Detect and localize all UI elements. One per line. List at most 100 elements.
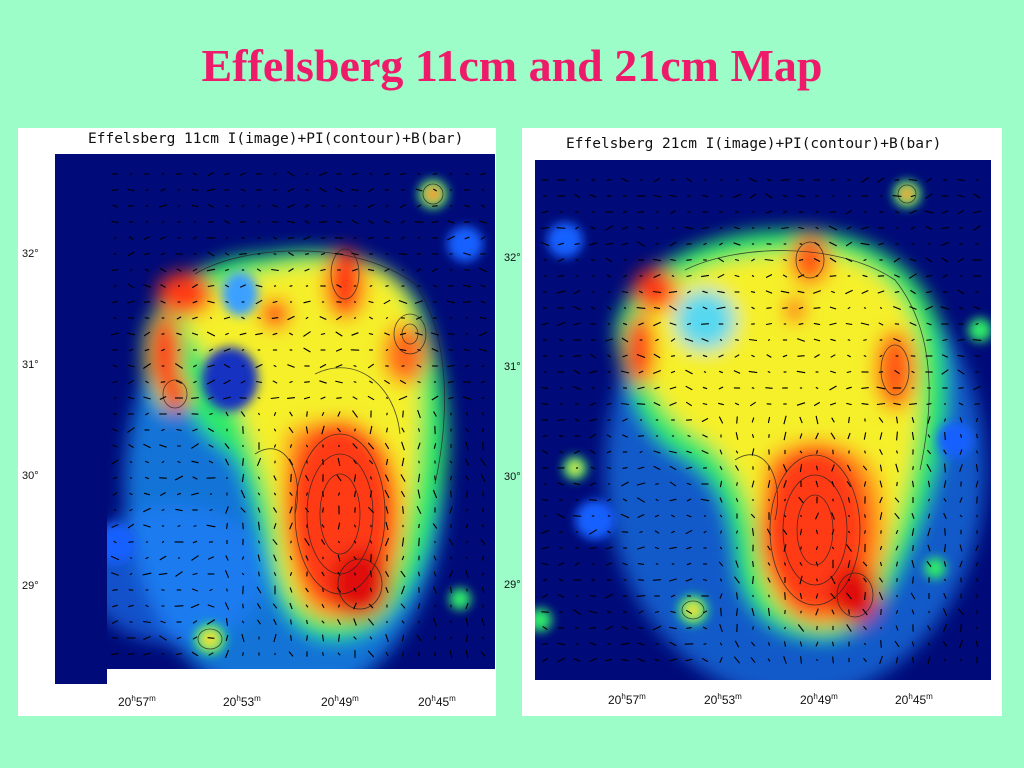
- polarization-bar: [734, 402, 740, 406]
- polarization-bar: [799, 592, 803, 600]
- polarization-bar: [464, 204, 470, 208]
- polarization-bar: [385, 570, 389, 578]
- polarization-bar: [543, 259, 547, 261]
- polarization-bar: [926, 560, 932, 568]
- polarization-bar: [369, 476, 373, 480]
- polarization-bar: [112, 444, 118, 448]
- polarization-bar: [927, 416, 931, 424]
- polarization-bar: [622, 210, 628, 214]
- polarization-bar: [128, 444, 134, 448]
- polarization-bar: [129, 621, 133, 623]
- polarization-bar: [400, 220, 406, 224]
- polarization-bar: [702, 578, 708, 582]
- polarization-bar: [206, 188, 216, 192]
- polarization-bar: [337, 571, 341, 577]
- polarization-bar: [606, 434, 612, 438]
- polarization-bar: [353, 618, 357, 626]
- polarization-bar: [895, 416, 899, 424]
- polarization-bar: [831, 529, 835, 535]
- polarization-bar: [290, 540, 292, 544]
- polarization-bar: [159, 444, 167, 448]
- polarization-bar: [671, 563, 675, 565]
- polarization-bar: [655, 242, 659, 246]
- polarization-bar: [478, 331, 488, 337]
- polarization-bar: [783, 498, 787, 502]
- polarization-bar: [192, 476, 198, 480]
- polarization-bar: [830, 370, 836, 374]
- polarization-bar: [686, 307, 692, 309]
- polarization-bar: [703, 530, 707, 534]
- polarization-bar: [591, 562, 595, 566]
- polarization-bar: [815, 210, 819, 214]
- polarization-bar: [719, 449, 723, 455]
- polarization-bar: [845, 241, 853, 247]
- polarization-bar: [240, 507, 246, 513]
- polarization-bar: [272, 507, 278, 513]
- polarization-bar: [368, 332, 374, 336]
- polarization-bar: [320, 396, 326, 400]
- polarization-bar: [685, 369, 693, 375]
- polarization-bar: [879, 655, 883, 665]
- polarization-bar: [129, 173, 133, 175]
- polarization-bar: [784, 626, 786, 630]
- polarization-bar: [127, 283, 135, 289]
- polarization-bar: [447, 333, 455, 335]
- polarization-bar: [224, 220, 230, 224]
- polarization-bar: [623, 274, 627, 278]
- polarization-bar: [959, 560, 963, 568]
- polarization-bar: [257, 492, 261, 496]
- polarization-bar: [241, 620, 245, 624]
- polarization-bar: [606, 306, 612, 310]
- polarization-bar: [145, 556, 149, 560]
- polarization-bar: [845, 257, 853, 263]
- polarization-bar: [112, 364, 118, 368]
- polarization-bar: [352, 443, 358, 449]
- polarization-bar: [830, 575, 836, 585]
- polarization-bar: [255, 380, 263, 384]
- polarization-bar: [386, 412, 388, 416]
- polarization-bar: [303, 235, 311, 241]
- polarization-bar: [767, 626, 771, 630]
- polarization-bar: [543, 578, 547, 582]
- polarization-bar: [894, 179, 900, 181]
- y-tick-label: 31°: [504, 361, 521, 373]
- polarization-bar: [749, 401, 757, 407]
- polarization-bar: [319, 187, 327, 193]
- polarization-bar: [543, 370, 547, 374]
- polarization-bar: [878, 591, 884, 601]
- polarization-bar: [604, 225, 614, 231]
- polarization-bar: [272, 300, 278, 304]
- polarization-bar: [973, 385, 981, 391]
- polarization-bar: [337, 618, 341, 626]
- polarization-bar: [605, 546, 613, 550]
- polarization-bar: [575, 594, 579, 598]
- polarization-bar: [748, 370, 758, 374]
- polarization-bar: [686, 355, 692, 357]
- polarization-bar: [558, 434, 564, 438]
- polarization-bar: [127, 523, 135, 529]
- polarization-bar: [798, 306, 804, 310]
- polarization-bar: [480, 236, 486, 240]
- polarization-bar: [637, 226, 645, 230]
- polarization-bar: [465, 649, 469, 659]
- polarization-bar: [877, 177, 885, 183]
- polarization-bar: [878, 577, 884, 583]
- polarization-bar: [144, 348, 150, 352]
- polarization-bar: [144, 252, 150, 256]
- polarization-bar: [127, 317, 135, 319]
- polarization-bar: [273, 188, 277, 192]
- polarization-bar: [161, 540, 165, 544]
- polarization-bar: [176, 316, 182, 320]
- polarization-bar: [909, 403, 917, 405]
- polarization-bar: [926, 403, 932, 405]
- polarization-bar: [354, 572, 356, 576]
- polarization-bar: [797, 290, 805, 294]
- polarization-bar: [304, 507, 310, 513]
- polarization-bar: [465, 490, 469, 498]
- polarization-bar: [128, 589, 134, 591]
- polarization-bar: [942, 338, 948, 342]
- polarization-bar: [943, 498, 947, 502]
- polarization-bar: [701, 338, 709, 342]
- polarization-bar: [321, 411, 325, 417]
- polarization-bar: [399, 204, 407, 208]
